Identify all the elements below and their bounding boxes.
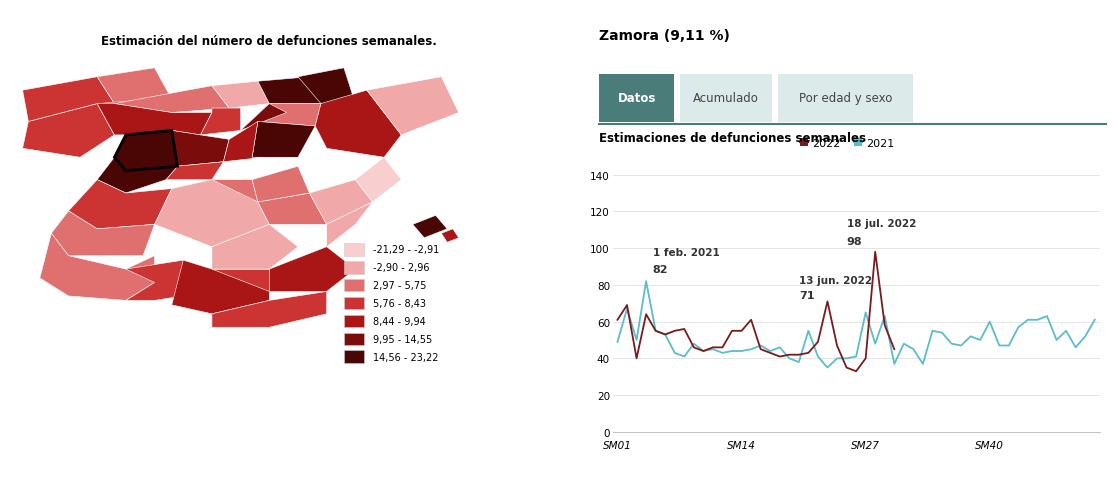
Bar bbox=[344, 262, 364, 274]
Text: 1 feb. 2021: 1 feb. 2021 bbox=[653, 248, 720, 258]
Polygon shape bbox=[22, 78, 115, 122]
Polygon shape bbox=[69, 180, 172, 229]
Legend: 2022, 2021: 2022, 2021 bbox=[795, 134, 899, 154]
Polygon shape bbox=[270, 247, 355, 292]
Polygon shape bbox=[241, 104, 270, 131]
Polygon shape bbox=[212, 82, 270, 109]
Polygon shape bbox=[257, 193, 326, 225]
Polygon shape bbox=[97, 100, 172, 135]
Polygon shape bbox=[441, 229, 459, 243]
Text: 13 jun. 2022: 13 jun. 2022 bbox=[799, 275, 872, 285]
Text: 18 jul. 2022: 18 jul. 2022 bbox=[847, 218, 916, 228]
Bar bbox=[344, 315, 364, 327]
Text: 14,56 - 23,22: 14,56 - 23,22 bbox=[372, 352, 438, 362]
Polygon shape bbox=[355, 158, 401, 203]
Polygon shape bbox=[115, 131, 177, 171]
Polygon shape bbox=[257, 104, 321, 127]
Polygon shape bbox=[115, 131, 177, 171]
Polygon shape bbox=[367, 78, 459, 135]
Polygon shape bbox=[172, 261, 270, 314]
Text: 82: 82 bbox=[653, 264, 668, 274]
Polygon shape bbox=[257, 78, 321, 104]
Polygon shape bbox=[97, 69, 172, 104]
Polygon shape bbox=[22, 104, 115, 158]
Polygon shape bbox=[97, 158, 177, 193]
Text: 98: 98 bbox=[847, 237, 862, 247]
Text: Por edad y sexo: Por edad y sexo bbox=[799, 92, 892, 105]
Bar bbox=[344, 297, 364, 310]
Bar bbox=[344, 244, 364, 256]
Polygon shape bbox=[326, 203, 372, 247]
Polygon shape bbox=[252, 122, 315, 158]
Polygon shape bbox=[40, 234, 155, 301]
Bar bbox=[344, 279, 364, 292]
Text: Acumulado: Acumulado bbox=[693, 92, 759, 105]
Text: 5,76 - 8,43: 5,76 - 8,43 bbox=[372, 299, 426, 309]
Polygon shape bbox=[224, 122, 264, 162]
Text: Zamora (9,11 %): Zamora (9,11 %) bbox=[599, 29, 730, 43]
Polygon shape bbox=[212, 269, 270, 292]
Polygon shape bbox=[126, 261, 212, 301]
Polygon shape bbox=[212, 225, 299, 269]
Polygon shape bbox=[252, 167, 310, 203]
Text: 9,95 - 14,55: 9,95 - 14,55 bbox=[372, 334, 432, 344]
Polygon shape bbox=[166, 162, 224, 180]
Polygon shape bbox=[51, 212, 155, 256]
Polygon shape bbox=[172, 131, 229, 167]
Polygon shape bbox=[97, 104, 212, 135]
Text: Datos: Datos bbox=[617, 92, 656, 105]
Text: -21,29 - -2,91: -21,29 - -2,91 bbox=[372, 245, 439, 255]
Polygon shape bbox=[155, 180, 270, 247]
Polygon shape bbox=[212, 292, 326, 327]
Text: Estimación del número de defunciones semanales.: Estimación del número de defunciones sem… bbox=[101, 35, 438, 48]
Polygon shape bbox=[413, 216, 447, 238]
Text: 8,44 - 9,94: 8,44 - 9,94 bbox=[372, 316, 426, 326]
Polygon shape bbox=[241, 104, 286, 131]
Text: -2,90 - 2,96: -2,90 - 2,96 bbox=[372, 263, 429, 273]
Bar bbox=[344, 333, 364, 346]
Text: Estimaciones de defunciones semanales: Estimaciones de defunciones semanales bbox=[599, 132, 867, 145]
Polygon shape bbox=[195, 180, 257, 212]
Bar bbox=[344, 351, 364, 363]
Polygon shape bbox=[299, 69, 355, 104]
Polygon shape bbox=[115, 86, 229, 113]
Text: 2,97 - 5,75: 2,97 - 5,75 bbox=[372, 281, 426, 290]
Polygon shape bbox=[310, 180, 372, 225]
Text: 71: 71 bbox=[799, 290, 814, 300]
Polygon shape bbox=[315, 91, 401, 158]
Polygon shape bbox=[201, 109, 241, 135]
